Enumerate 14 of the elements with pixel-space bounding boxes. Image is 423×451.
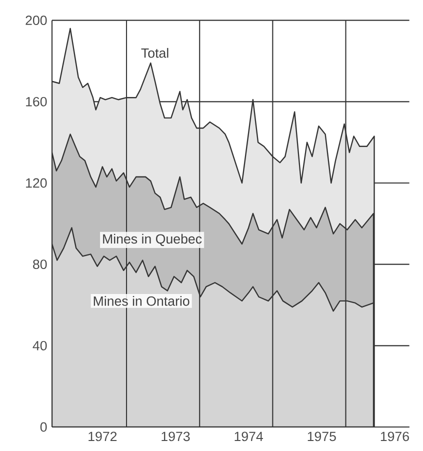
x-tick-label: 1972	[88, 432, 117, 442]
y-tick-label: 120	[26, 178, 47, 188]
y-tick-label: 0	[40, 422, 47, 432]
y-tick-label: 80	[33, 260, 47, 270]
x-tick-label: 1975	[308, 432, 336, 442]
y-tick-label: 40	[32, 340, 47, 350]
x-tick-label: 1974	[234, 432, 263, 442]
annotation: Mines in Quebec	[103, 234, 202, 246]
x-tick-label: 1973	[162, 432, 190, 442]
x-tick-label: 1976	[380, 432, 409, 442]
annotation: Mines in Ontario	[94, 296, 190, 306]
annotation: Total	[141, 48, 168, 58]
y-tick-label: 200	[26, 16, 47, 26]
y-tick-label: 160	[26, 96, 47, 106]
